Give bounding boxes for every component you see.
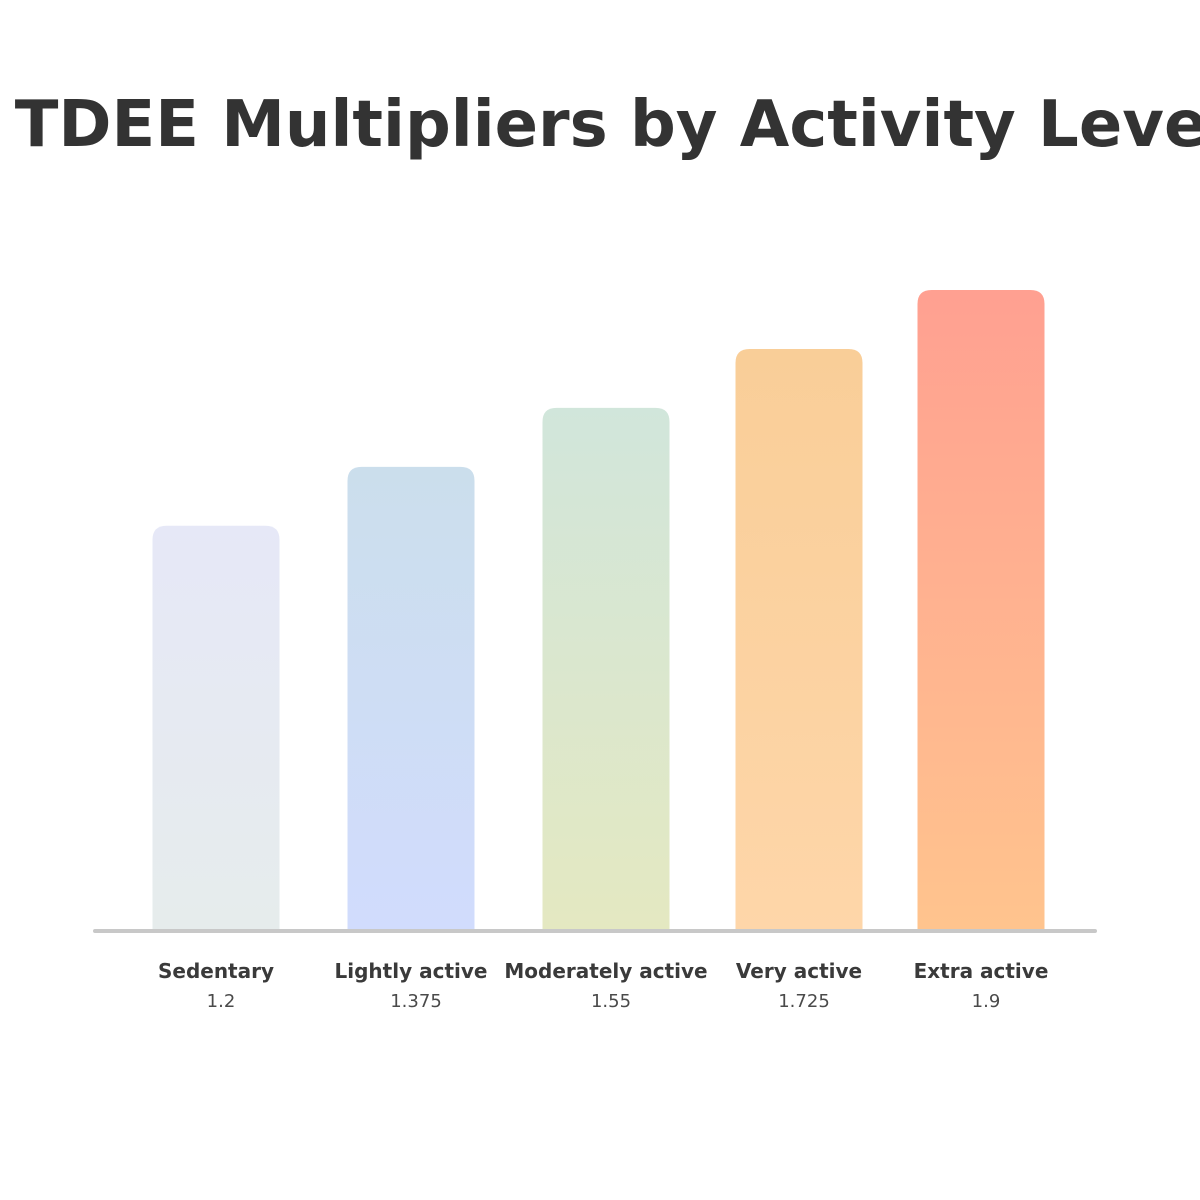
value-label: 1.375 (390, 991, 442, 1012)
category-label: Sedentary (158, 959, 274, 983)
bars-layer (152, 290, 1045, 930)
bar-extra-active (917, 290, 1045, 930)
chart-title: TDEE Multipliers by Activity Level (15, 88, 1200, 162)
category-label: Moderately active (504, 959, 707, 983)
value-label: 1.9 (972, 991, 1001, 1012)
bar-lightly-active (347, 466, 475, 930)
bar-very-active (735, 348, 863, 930)
bar-sedentary (152, 525, 280, 930)
value-label: 1.2 (207, 991, 236, 1012)
labels-layer: Sedentary 1.2 Lightly active 1.375 Moderatel… (158, 959, 1048, 1012)
value-label: 1.55 (591, 991, 631, 1012)
category-label: Lightly active (335, 959, 488, 983)
bar-moderately-active (542, 407, 670, 930)
value-label: 1.725 (778, 991, 830, 1012)
category-label: Extra active (914, 959, 1049, 983)
category-label: Very active (736, 959, 862, 983)
